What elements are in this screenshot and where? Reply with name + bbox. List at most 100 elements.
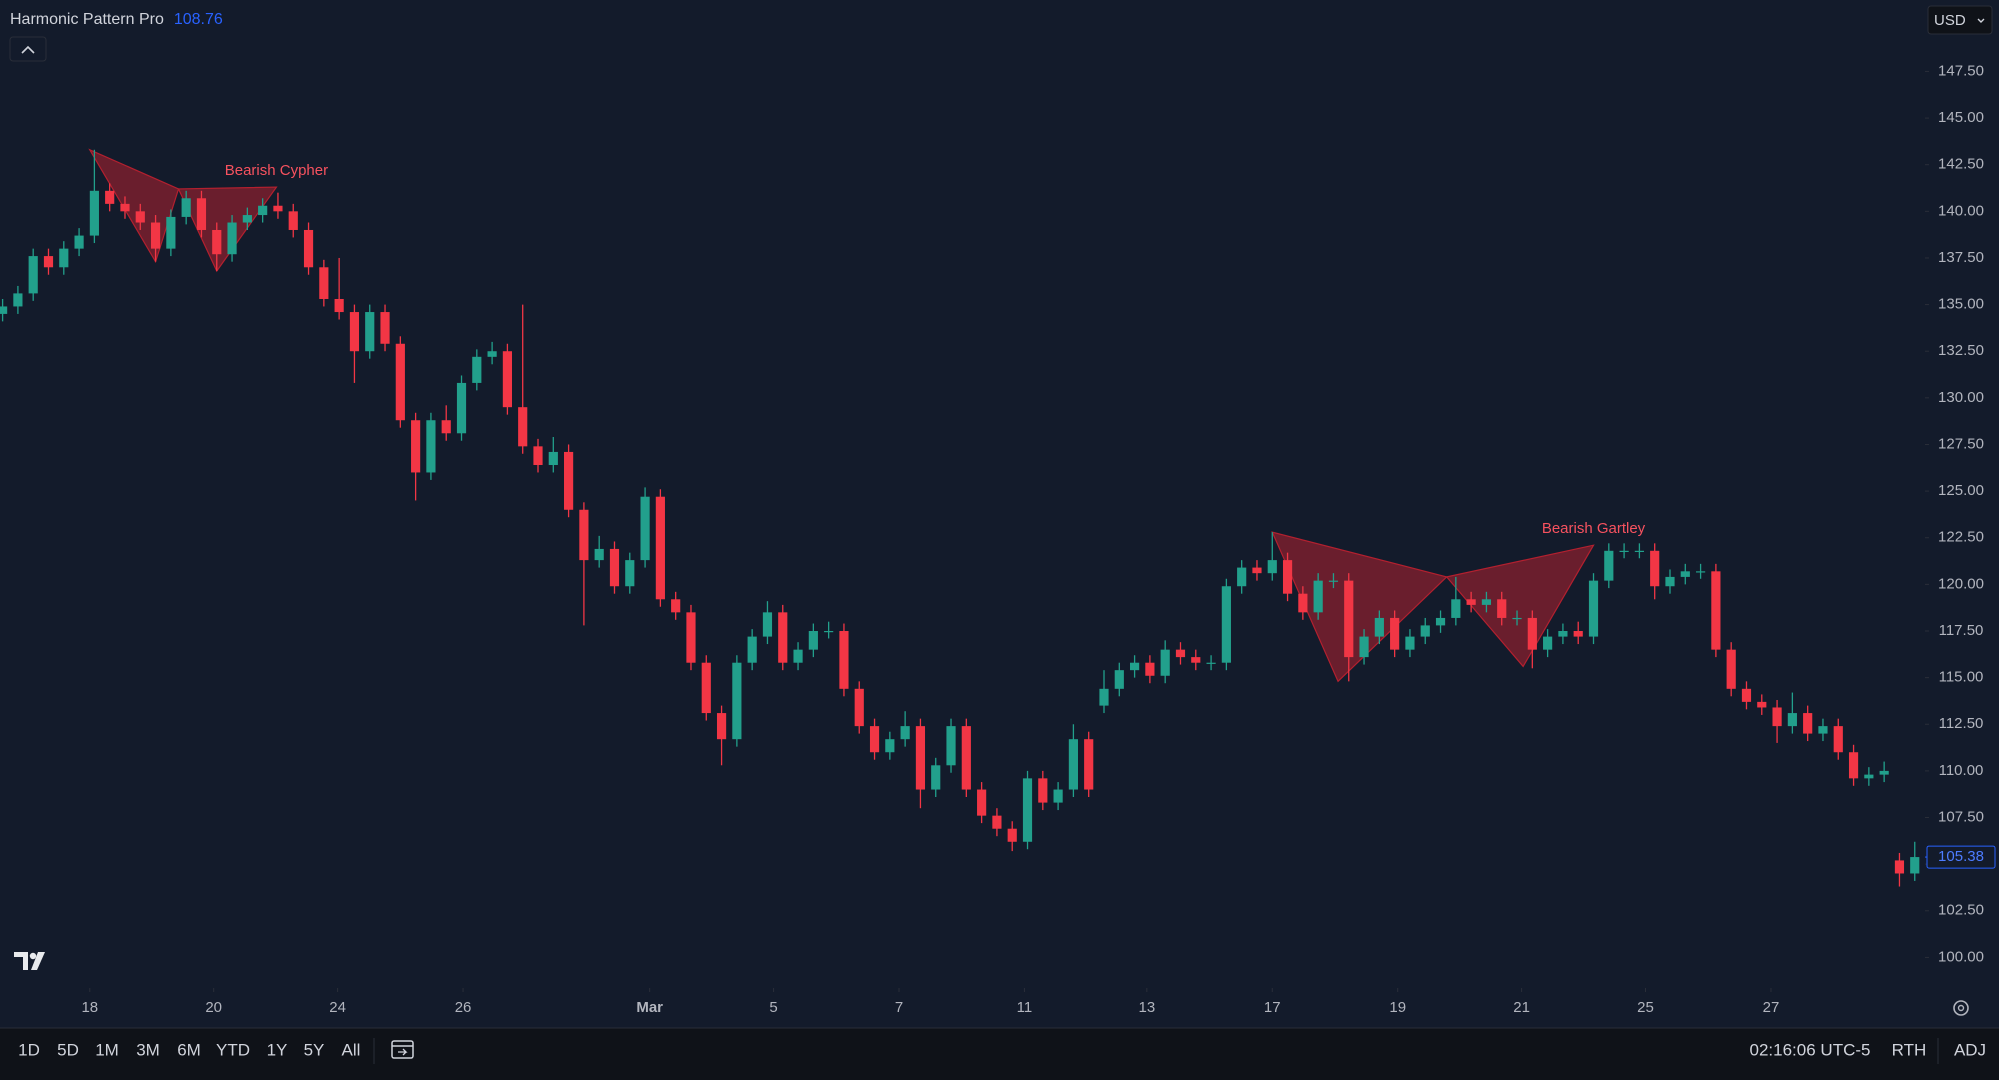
range-button[interactable]: 6M [177,1040,201,1059]
candle [579,502,589,626]
candle-body [1328,580,1339,582]
candle-body [1787,713,1797,727]
range-button[interactable]: 3M [136,1040,160,1059]
candle-body [1130,662,1140,671]
candle-body [303,229,314,268]
candle-body [655,496,665,600]
candle [1604,543,1614,589]
candle [1405,629,1415,658]
candle [28,248,38,301]
range-button[interactable]: YTD [216,1040,250,1059]
range-button[interactable]: All [342,1040,361,1059]
candle [1588,573,1599,645]
candle-body [931,765,941,790]
candle-body [273,205,283,212]
gear-outer [1953,1000,1969,1016]
candle [166,209,176,257]
candle [1328,573,1339,589]
candle-body [701,662,711,714]
candle-body [227,222,237,255]
clock: 02:16:06 UTC-5 [1750,1040,1871,1059]
candle [518,304,528,454]
candle [426,412,436,480]
candle-body [869,726,880,753]
candle [1481,591,1492,613]
candle [1711,563,1721,658]
candle-body [441,420,451,434]
candle-body [854,688,864,727]
candle-body [1558,630,1568,637]
candle-body [1772,707,1782,727]
adjust-button[interactable]: ADJ [1954,1040,1986,1059]
candle [472,349,482,391]
candle-body [1512,617,1522,620]
candle-body [1099,688,1109,706]
candle [762,601,773,645]
candle [319,259,329,307]
x-tick-label: 26 [455,999,472,1016]
candle [349,304,360,383]
y-tick-label: 125.00 [1938,482,1984,499]
plot-background [0,0,1999,1028]
candle [1726,642,1736,697]
candle [1558,623,1568,645]
currency-button[interactable]: USD [1927,5,1993,35]
candle-body [1848,752,1859,779]
candle-body [1038,778,1048,803]
candle-body [1665,576,1675,587]
x-tick-label: 17 [1264,999,1281,1016]
candle [1543,629,1553,658]
candle [1680,563,1690,585]
candle-body [1313,580,1323,613]
session-button[interactable]: RTH [1892,1040,1927,1059]
range-button[interactable]: 5Y [304,1040,325,1059]
candle-body [1741,688,1752,702]
candle [258,198,268,223]
candle-body [1007,828,1017,842]
candle [625,552,635,594]
candle [1374,610,1384,645]
candle [1237,560,1247,594]
candle [242,207,252,230]
candle [1114,662,1124,697]
y-tick-label: 117.50 [1939,622,1984,639]
candle-body [961,726,971,790]
x-tick-label: 27 [1763,999,1780,1016]
candle-body [885,739,895,753]
candle-body [1481,599,1492,605]
x-tick-label: 11 [1017,999,1033,1016]
candle [89,149,99,244]
candle [594,535,604,568]
range-button[interactable]: 1M [95,1040,119,1059]
date-range-button[interactable] [391,1040,414,1059]
range-button[interactable]: 1Y [267,1040,288,1059]
x-tick-label: 13 [1138,999,1155,1016]
candle-body [1910,857,1920,874]
x-tick-label: 24 [329,999,346,1016]
candle-body [349,312,360,352]
candle [732,655,742,747]
collapse-button[interactable] [9,36,47,62]
candle [747,629,757,671]
candle [1772,700,1782,743]
candle-body [456,382,467,434]
candle-body [1435,617,1446,626]
candle-body [686,612,696,663]
range-button[interactable]: 5D [57,1040,79,1059]
y-tick-label: 140.00 [1938,202,1984,219]
candle [1864,767,1874,786]
y-tick-label: 115.00 [1939,669,1984,686]
candle-body [900,726,910,740]
settings-button[interactable] [1953,1000,1969,1016]
x-tick-label: 5 [769,999,777,1016]
candle-body [518,407,528,447]
candle [1390,610,1400,658]
candle [1053,782,1063,811]
range-button[interactable]: 1D [18,1040,40,1059]
candle-body [242,215,252,223]
candle-body [150,222,161,249]
candle-body [502,351,512,408]
candle-body [89,190,99,236]
last-price-tag [1926,845,1996,869]
plot-area: Bearish Cypher Bearish Gartley [0,148,1920,887]
